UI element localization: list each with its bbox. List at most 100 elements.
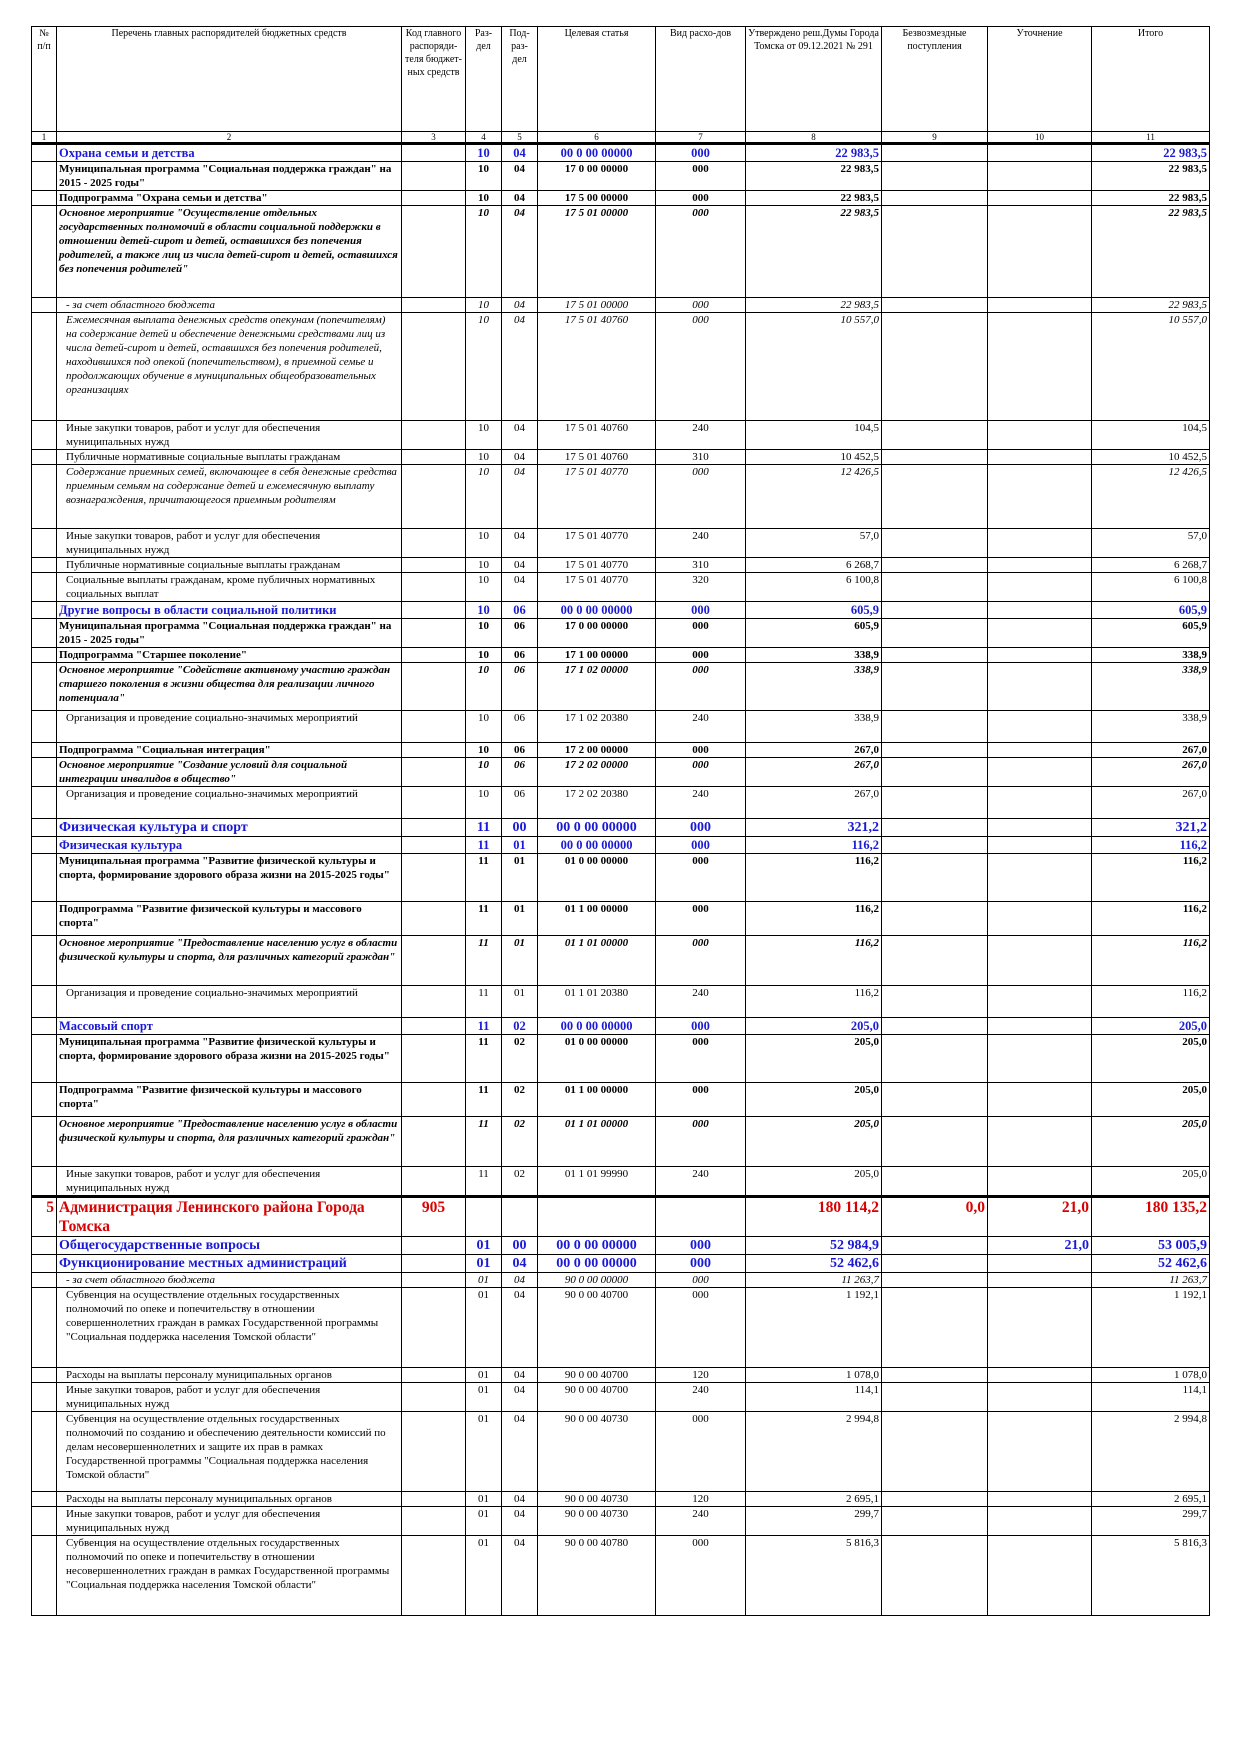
row-utv: 2 994,8 (745, 1411, 882, 1492)
row-celevaya (537, 1195, 656, 1237)
row-utoch (987, 935, 1092, 986)
table-row: 5 Администрация Ленинского района Города … (31, 1195, 1210, 1237)
row-celevaya: 01 1 01 20380 (537, 985, 656, 1018)
row-name: Муниципальная программа "Социальная подд… (56, 618, 402, 648)
row-razdel: 10 (465, 601, 502, 619)
row-utoch (987, 1082, 1092, 1117)
row-num (31, 786, 57, 819)
row-num (31, 1166, 57, 1197)
row-vid: 000 (655, 853, 746, 902)
row-bezv (881, 818, 988, 837)
row-utv: 338,9 (745, 662, 882, 711)
row-name: Субвенция на осуществление отдельных гос… (56, 1287, 402, 1368)
row-vid: 000 (655, 1116, 746, 1167)
row-num (31, 935, 57, 986)
row-code (401, 1411, 466, 1492)
row-utv: 22 983,5 (745, 143, 882, 162)
table-row: Иные закупки товаров, работ и услуг для … (31, 1166, 1210, 1197)
row-celevaya: 90 0 00 40700 (537, 1367, 656, 1383)
row-celevaya: 90 0 00 40730 (537, 1506, 656, 1536)
row-num (31, 1535, 57, 1616)
row-itogo: 338,9 (1091, 662, 1210, 711)
row-name: Муниципальная программа "Социальная подд… (56, 161, 402, 191)
table-row: Подпрограмма "Старшее поколение" 10 06 17 1… (31, 647, 1210, 663)
row-num (31, 1236, 57, 1255)
row-razdel: 10 (465, 647, 502, 663)
row-utoch (987, 1272, 1092, 1288)
row-utv: 180 114,2 (745, 1195, 882, 1237)
row-bezv (881, 647, 988, 663)
table-row: Подпрограмма "Развитие физической культу… (31, 1082, 1210, 1117)
row-podrazdel: 01 (501, 901, 538, 936)
row-utoch (987, 742, 1092, 758)
row-itogo: 205,0 (1091, 1034, 1210, 1083)
row-num (31, 1034, 57, 1083)
row-utoch (987, 853, 1092, 902)
row-num (31, 618, 57, 648)
row-utv: 116,2 (745, 836, 882, 854)
row-itogo: 116,2 (1091, 853, 1210, 902)
row-razdel: 01 (465, 1236, 502, 1255)
row-vid: 000 (655, 818, 746, 837)
row-vid: 000 (655, 312, 746, 421)
row-utv: 22 983,5 (745, 190, 882, 206)
row-razdel: 10 (465, 205, 502, 298)
row-razdel: 01 (465, 1272, 502, 1288)
row-bezv (881, 662, 988, 711)
row-bezv (881, 1034, 988, 1083)
row-podrazdel: 04 (501, 161, 538, 191)
row-itogo: 53 005,9 (1091, 1236, 1210, 1255)
row-razdel: 11 (465, 1166, 502, 1197)
row-celevaya: 01 1 01 00000 (537, 935, 656, 986)
header-utv: Утверждено реш.Думы Города Томска от 09.… (745, 26, 882, 132)
row-itogo: 22 983,5 (1091, 143, 1210, 162)
row-num (31, 1017, 57, 1035)
row-code (401, 601, 466, 619)
row-code (401, 786, 466, 819)
row-code (401, 312, 466, 421)
row-num (31, 464, 57, 529)
table-row: Охрана семьи и детства 10 04 00 0 00 00000 0… (31, 143, 1210, 162)
row-celevaya: 01 1 00 00000 (537, 1082, 656, 1117)
row-celevaya: 00 0 00 00000 (537, 601, 656, 619)
row-bezv (881, 1272, 988, 1288)
row-vid: 240 (655, 420, 746, 450)
row-name: Иные закупки товаров, работ и услуг для … (56, 420, 402, 450)
row-vid: 240 (655, 786, 746, 819)
table-row: Расходы на выплаты персоналу муниципальн… (31, 1367, 1210, 1383)
row-vid: 240 (655, 985, 746, 1018)
row-razdel: 11 (465, 935, 502, 986)
row-utv: 205,0 (745, 1166, 882, 1197)
row-name: Администрация Ленинского района Города Т… (56, 1195, 402, 1237)
row-utoch (987, 449, 1092, 465)
row-vid: 120 (655, 1491, 746, 1507)
row-name: Основное мероприятие "Осуществление отде… (56, 205, 402, 298)
row-itogo: 321,2 (1091, 818, 1210, 837)
row-utoch (987, 572, 1092, 602)
row-vid: 000 (655, 1236, 746, 1255)
row-celevaya: 01 0 00 00000 (537, 853, 656, 902)
row-utoch (987, 836, 1092, 854)
row-razdel: 10 (465, 449, 502, 465)
row-utoch (987, 647, 1092, 663)
row-podrazdel: 02 (501, 1116, 538, 1167)
table-row: Муниципальная программа "Социальная подд… (31, 161, 1210, 191)
row-utv: 2 695,1 (745, 1491, 882, 1507)
header-celevaya: Целевая статья (537, 26, 656, 132)
row-num (31, 1082, 57, 1117)
row-utv: 1 192,1 (745, 1287, 882, 1368)
row-utoch (987, 901, 1092, 936)
row-code (401, 1166, 466, 1197)
table-row: Основное мероприятие "Предоставление нас… (31, 1116, 1210, 1167)
row-vid: 000 (655, 464, 746, 529)
row-razdel: 01 (465, 1491, 502, 1507)
row-vid: 000 (655, 901, 746, 936)
row-utv: 205,0 (745, 1034, 882, 1083)
row-name: Иные закупки товаров, работ и услуг для … (56, 1382, 402, 1412)
row-itogo: 12 426,5 (1091, 464, 1210, 529)
row-utv: 52 462,6 (745, 1254, 882, 1273)
row-utv: 5 816,3 (745, 1535, 882, 1616)
row-num (31, 1254, 57, 1273)
row-bezv (881, 1236, 988, 1255)
row-itogo: 605,9 (1091, 601, 1210, 619)
